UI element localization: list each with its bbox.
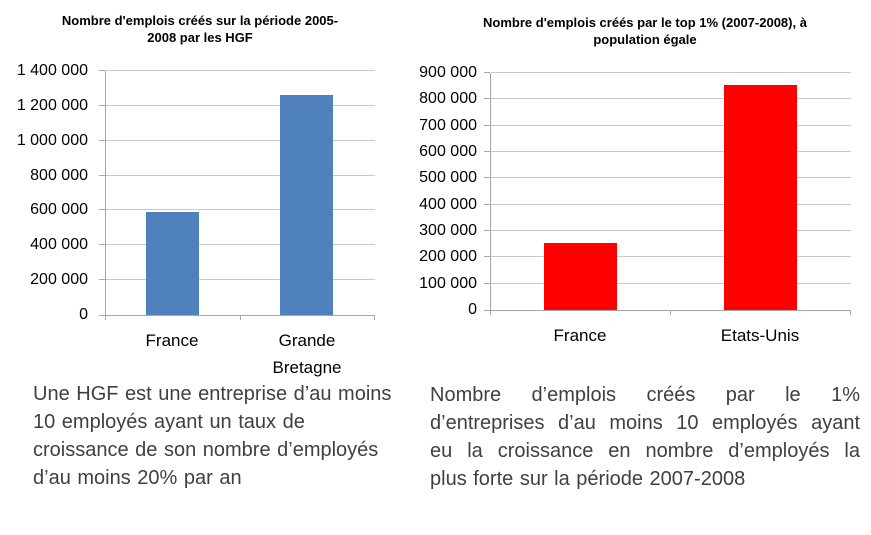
y-tick-label: 1 200 000	[16, 97, 88, 114]
gridline	[491, 72, 851, 73]
caption-line: Une HGF est une entreprise d’au moins	[33, 383, 392, 405]
category-label-etats-unis: Etats-Unis	[720, 326, 800, 345]
y-axis-tick	[484, 177, 490, 178]
y-tick-label: 200 000	[30, 271, 88, 288]
y-tick-label: 900 000	[419, 64, 477, 81]
gridline	[106, 70, 375, 71]
x-axis-line	[105, 315, 375, 316]
x-axis-tick	[240, 316, 241, 320]
x-axis-tick	[850, 311, 851, 315]
y-tick-label: 0	[468, 301, 477, 318]
y-tick-label: 700 000	[419, 117, 477, 134]
gridline	[491, 230, 851, 231]
caption-line: Nombre d’emplois créés par le 1%	[430, 384, 860, 406]
gridline	[106, 279, 375, 280]
gridline	[491, 256, 851, 257]
bar-france	[146, 212, 199, 315]
right-chart-title: Nombre d'emplois créés par le top 1% (20…	[483, 15, 807, 47]
y-tick-label: 600 000	[30, 201, 88, 218]
y-axis-tick	[99, 244, 105, 245]
gridline	[106, 140, 375, 141]
gridline	[106, 244, 375, 245]
gridline	[106, 175, 375, 176]
y-axis-tick	[484, 204, 490, 205]
gridline	[491, 125, 851, 126]
y-tick-label: 200 000	[419, 248, 477, 265]
y-axis-tick	[99, 70, 105, 71]
y-axis-tick	[484, 283, 490, 284]
category-label-france: France	[145, 331, 199, 350]
caption-line: eu la croissance en nombre d’employés la	[430, 440, 860, 462]
bar-grande-bretagne	[280, 95, 333, 315]
y-axis-tick	[484, 125, 490, 126]
gridline	[106, 209, 375, 210]
bar-france	[544, 243, 617, 310]
y-tick-label: 600 000	[419, 143, 477, 160]
y-axis-tick	[99, 175, 105, 176]
y-axis-tick	[484, 230, 490, 231]
y-tick-label: 500 000	[419, 169, 477, 186]
y-tick-label: 400 000	[30, 236, 88, 253]
category-label-grande-bretagne: Grande Bretagne	[272, 331, 342, 377]
x-axis-line	[490, 310, 851, 311]
y-axis-tick	[99, 315, 105, 316]
y-axis-tick	[99, 209, 105, 210]
y-axis-tick	[484, 98, 490, 99]
x-axis-tick	[670, 311, 671, 315]
y-tick-label: 100 000	[419, 275, 477, 292]
y-axis-tick	[484, 151, 490, 152]
left-chart-title: Nombre d'emplois créés sur la période 20…	[61, 13, 339, 45]
x-axis-tick	[105, 316, 106, 320]
caption-line: plus forte sur la période 2007-2008	[430, 468, 746, 490]
y-axis-tick	[99, 140, 105, 141]
gridline	[491, 204, 851, 205]
y-tick-label: 400 000	[419, 196, 477, 213]
left-caption: Une HGF est une entreprise d’au moins 10 …	[33, 380, 433, 492]
right-caption: Nombre d’emplois créés par le 1% d’entrep…	[430, 381, 860, 493]
category-label-france: France	[553, 326, 607, 345]
y-tick-label: 300 000	[419, 222, 477, 239]
y-axis-tick	[484, 72, 490, 73]
y-axis-tick	[99, 105, 105, 106]
gridline	[106, 105, 375, 106]
gridline	[491, 177, 851, 178]
caption-line: 10 employés ayant un taux de	[33, 411, 305, 433]
x-axis-tick	[374, 316, 375, 320]
y-tick-label: 1 000 000	[16, 132, 88, 149]
y-tick-label: 800 000	[419, 90, 477, 107]
gridline	[491, 151, 851, 152]
y-axis-line	[490, 73, 491, 310]
y-tick-label: 0	[79, 306, 88, 323]
x-axis-tick	[490, 311, 491, 315]
caption-line: d’entreprises d’au moins 10 employés aya…	[430, 412, 860, 434]
caption-line: d’au moins 20% par an	[33, 467, 242, 489]
y-axis-tick	[99, 279, 105, 280]
caption-line: croissance de son nombre d’employés	[33, 439, 379, 461]
gridline	[491, 98, 851, 99]
bar-etats-unis	[724, 85, 797, 310]
y-axis-tick	[484, 256, 490, 257]
y-tick-label: 800 000	[30, 167, 88, 184]
gridline	[491, 283, 851, 284]
y-axis-line	[105, 71, 106, 315]
y-tick-label: 1 400 000	[16, 62, 88, 79]
y-axis-tick	[484, 310, 490, 311]
